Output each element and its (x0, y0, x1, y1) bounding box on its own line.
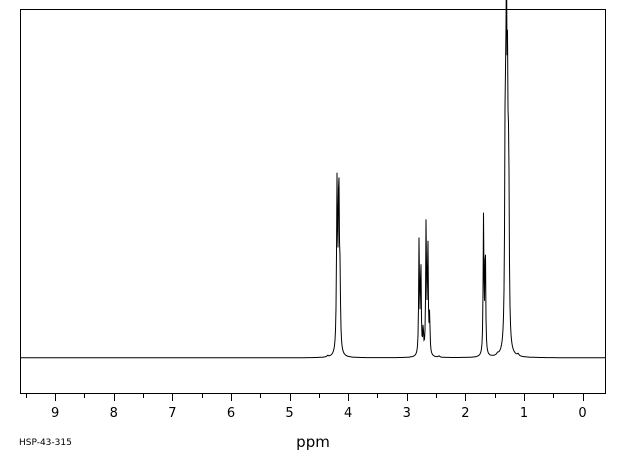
plot-frame (20, 9, 606, 394)
x-tick-label: 2 (461, 406, 469, 421)
sample-code-label: HSP-43-315 (19, 438, 72, 448)
x-minor-ticks (26, 393, 554, 398)
x-tick-label: 3 (403, 406, 411, 421)
x-tick-label: 0 (578, 406, 586, 421)
x-tick-label: 5 (285, 406, 293, 421)
x-axis-label: ppm (296, 433, 330, 451)
x-tick-label: 1 (520, 406, 528, 421)
x-tick-label: 4 (344, 406, 352, 421)
x-tick-label: 7 (168, 406, 176, 421)
x-tick-labels: 9 8 7 6 5 4 3 2 1 0 (51, 406, 587, 421)
x-major-ticks (55, 393, 584, 401)
x-tick-label: 9 (51, 406, 59, 421)
x-tick-label: 8 (110, 406, 118, 421)
x-tick-label: 6 (227, 406, 235, 421)
spectrum-trace (20, 0, 606, 359)
